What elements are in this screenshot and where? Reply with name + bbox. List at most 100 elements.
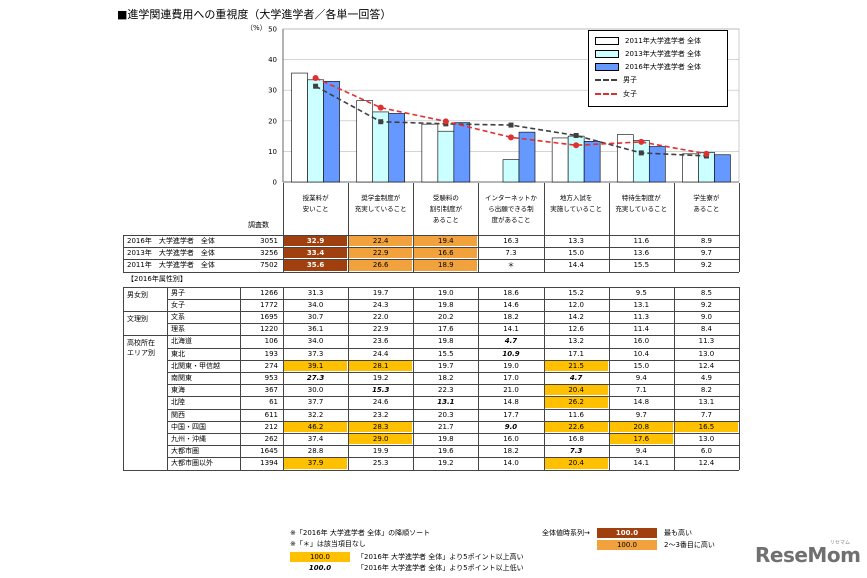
table-cell: 8.9 [700, 237, 712, 245]
row-label: 東北 [171, 349, 185, 358]
bar [648, 146, 666, 183]
survey-count: 7502 [260, 261, 278, 270]
legend-all-label: 全体値時系列→ [542, 529, 590, 537]
y-tick-label: 0 [273, 179, 277, 187]
table-cell: 30.0 [307, 386, 324, 395]
legend-second-swatch: 100.0 [597, 540, 657, 550]
table-cell: 19.8 [438, 337, 454, 346]
line-point [573, 142, 580, 149]
table-cell: 31.3 [307, 288, 324, 297]
table-cell: 35.6 [284, 260, 348, 271]
survey-count: 106 [264, 337, 278, 346]
table-cell: 22.0 [372, 313, 389, 321]
table-cell: 21.0 [503, 386, 519, 395]
table-cell: ＊ [507, 261, 515, 270]
survey-count: 1266 [260, 288, 278, 297]
table-rule [167, 433, 739, 434]
table-cell: 15.0 [633, 361, 650, 370]
bar [583, 141, 601, 183]
table-rule [543, 183, 545, 272]
table-cell: 18.9 [414, 260, 478, 271]
table-cell: 29.0 [349, 434, 413, 445]
y-tick-label: 20 [268, 117, 277, 125]
table-rule [167, 457, 739, 459]
legend-highest-text: 最も高い [664, 529, 692, 537]
table-rule [348, 183, 350, 272]
table-cell: 17.6 [609, 434, 673, 445]
table-rule [167, 359, 739, 361]
table-cell: 23.6 [372, 337, 389, 346]
table-cell: 22.9 [349, 248, 413, 259]
table-cell: 9.5 [635, 288, 647, 297]
legend-high-text: 「2016年 大学進学者 全体」より5ポイント以上高い [357, 553, 524, 561]
table-cell: 16.5 [674, 421, 738, 432]
table-cell: 4.7 [569, 374, 583, 382]
table-cell: 22.6 [544, 421, 608, 432]
legend-item-2013: 2013年大学進学者 全体 [595, 49, 701, 59]
table-cell: 12.4 [698, 459, 715, 468]
table-rule [123, 286, 124, 470]
line-point [377, 104, 384, 111]
table-cell: 13.6 [633, 249, 650, 258]
legend-item-male: 男子 [595, 75, 637, 85]
row-label: 南関東 [171, 374, 192, 382]
table-cell: 14.4 [568, 261, 584, 270]
survey-count: 953 [264, 374, 278, 382]
table-cell: 37.9 [284, 458, 348, 469]
main-row-label: 2011年 大学進学者 全体 [127, 261, 215, 270]
line-point [508, 134, 514, 141]
table-rule [123, 235, 739, 236]
table-cell: 22.4 [349, 236, 413, 247]
table-cell: 23.2 [372, 410, 389, 419]
line-point [703, 150, 710, 157]
table-rule [123, 235, 124, 272]
resemom-logo-sub: リセマム [830, 540, 851, 546]
table-cell: 7.1 [635, 386, 647, 395]
bar [714, 154, 731, 183]
table-cell: 26.6 [349, 260, 413, 271]
table-cell: 9.0 [700, 313, 712, 321]
table-rule [123, 259, 739, 261]
survey-count: 1394 [260, 459, 278, 468]
table-rule [167, 323, 739, 325]
table-rule [167, 396, 739, 398]
table-cell: 19.7 [372, 288, 389, 297]
bar [323, 81, 340, 183]
table-rule [673, 183, 675, 272]
table-cell: 20.2 [438, 313, 454, 321]
row-label: 関西 [171, 410, 185, 419]
table-cell: 19.4 [414, 236, 478, 247]
table-cell: 13.1 [633, 300, 650, 309]
table-rule [413, 286, 415, 470]
table-cell: 37.4 [307, 435, 324, 443]
table-cell: 17.1 [568, 349, 584, 358]
survey-count-header: 調査数 [248, 221, 269, 229]
main-row-label: 2013年 大学進学者 全体 [127, 249, 215, 258]
note-sort: ※「2016年 大学進学者 全体」の降順ソート [290, 529, 431, 537]
survey-count: 61 [269, 398, 278, 407]
table-cell: 18.2 [438, 374, 454, 382]
table-cell: 22.9 [372, 325, 389, 334]
table-cell: 28.8 [307, 447, 324, 456]
y-axis-unit: （%） [246, 24, 267, 32]
category-header: 特待生制度が 充実していること [615, 194, 668, 213]
table-rule [478, 183, 480, 272]
table-cell: 17.6 [438, 325, 454, 334]
y-tick-label: 10 [268, 148, 277, 156]
legend-second-text: 2～3番目に高い [664, 541, 715, 549]
table-cell: 8.5 [700, 288, 712, 297]
table-cell: 8.2 [700, 386, 712, 395]
table-cell: 13.1 [698, 398, 715, 407]
line-point [508, 122, 514, 128]
table-cell: 24.6 [372, 398, 389, 407]
table-cell: 13.3 [568, 237, 584, 245]
table-cell: 19.6 [438, 447, 454, 456]
table-cell: 12.0 [568, 300, 584, 309]
legend-high-swatch: 100.0 [290, 552, 350, 562]
table-cell: 17.7 [503, 410, 519, 419]
table-cell: 28.1 [349, 360, 413, 371]
table-cell: 32.2 [307, 410, 324, 419]
table-cell: 16.0 [503, 435, 519, 443]
